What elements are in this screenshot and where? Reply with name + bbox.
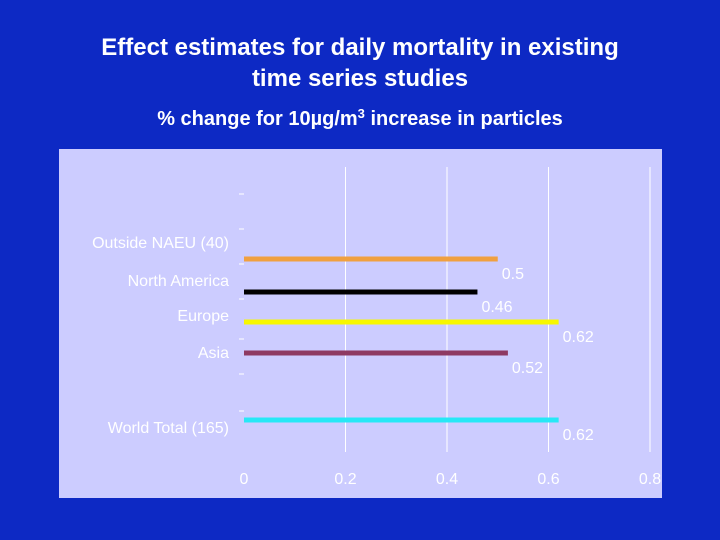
subtitle-main: % change for 10µg/m: [157, 108, 358, 130]
bar: [244, 319, 559, 325]
plot-panel: 0 0.2 0.4 0.6 0.8 Outside NAEU (40) North Amer…: [59, 149, 662, 498]
data-label: 0.62: [563, 329, 594, 346]
category-label: Asia: [198, 345, 229, 362]
category-label: Outside NAEU (40): [92, 235, 229, 252]
category-label: North America: [128, 273, 229, 290]
bar: [244, 289, 478, 295]
title-line-1: Effect estimates for daily mortality in …: [101, 34, 619, 61]
bar-chart: 0 0.2 0.4 0.6 0.8 Outside NAEU (40) North Amer…: [92, 167, 661, 488]
x-tick-label: 0: [240, 471, 249, 488]
x-tick-label: 0.8: [639, 471, 661, 488]
data-label: 0.46: [481, 299, 512, 316]
chart-subtitle: % change for 10µg/m3 increase in particl…: [0, 101, 720, 132]
subtitle-superscript: 3: [357, 106, 365, 121]
x-tick-label: 0.4: [436, 471, 458, 488]
category-label: World Total (165): [108, 420, 229, 437]
x-tick-label: 0.2: [334, 471, 356, 488]
data-label: 0.62: [563, 427, 594, 444]
bar: [244, 417, 559, 423]
data-label: 0.5: [502, 266, 524, 283]
bar: [244, 256, 498, 262]
subtitle-tail: increase in particles: [364, 108, 563, 130]
chart-title: Effect estimates for daily mortality in …: [0, 32, 720, 94]
data-label: 0.52: [512, 360, 543, 377]
category-label: Europe: [177, 308, 229, 325]
bar: [244, 350, 508, 356]
x-tick-label: 0.6: [537, 471, 559, 488]
title-line-2: time series studies: [251, 65, 469, 92]
